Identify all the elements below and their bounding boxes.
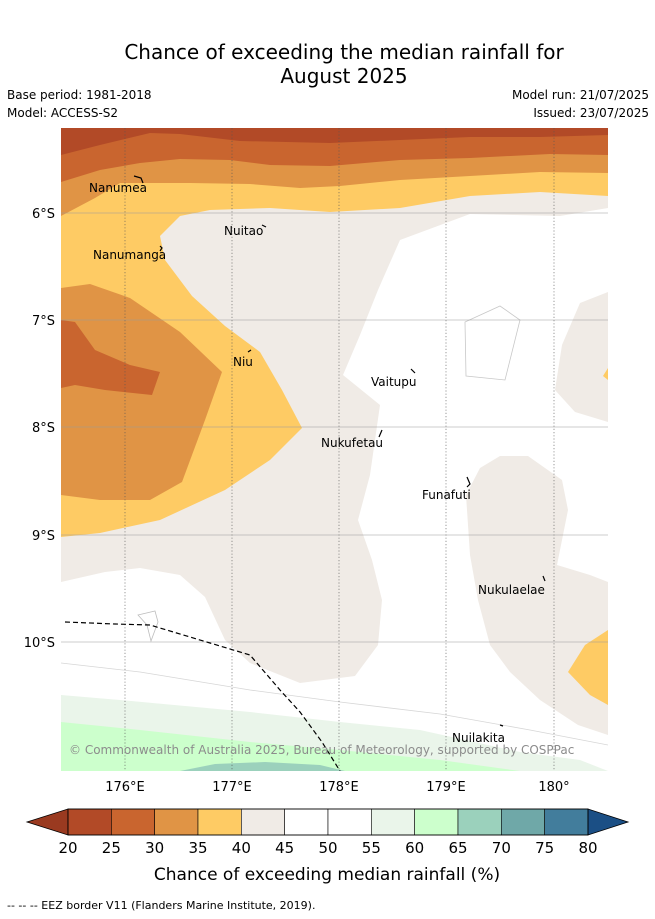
island-label-nanumanga: Nanumanga (93, 248, 166, 262)
island-nuilakita-shape (499, 724, 504, 727)
colorbar: 20 25 30 35 40 45 50 55 60 65 70 75 80 Chance of exc… (25, 808, 630, 885)
title-line-2: August 2025 (280, 64, 408, 88)
island-labels: Nanumea Nuitao Nanumanga Niu Vaitupu Nuk… (89, 181, 545, 745)
rainfall-probability-map: Nanumea Nuitao Nanumanga Niu Vaitupu Nuk… (61, 128, 608, 771)
colorbar-label: Chance of exceeding median rainfall (%) (154, 865, 500, 885)
lon-tick-180: 180° (538, 780, 569, 795)
island-funafuti-shape (466, 476, 471, 488)
colorbar-box (197, 808, 242, 836)
colorbar-box (111, 808, 155, 836)
issued-text: Issued: 23/07/2025 (533, 106, 649, 120)
colorbar-tick-label: 75 (535, 839, 554, 857)
base-period-text: Base period: 1981-2018 (7, 88, 152, 102)
colorbar-under-arrow (25, 808, 69, 836)
copyright-text: © Commonwealth of Australia 2025, Bureau… (69, 743, 574, 757)
colorbar-tick-label: 70 (492, 839, 511, 857)
colorbar-tick-label: 60 (405, 839, 424, 857)
colorbar-tick-label: 30 (145, 839, 164, 857)
eez-border-line (64, 621, 341, 771)
lat-tick-10s: 10°S (24, 636, 55, 651)
colorbar-tick-label: 35 (188, 839, 207, 857)
map-title: Chance of exceeding the median rainfall … (0, 40, 655, 88)
lat-tick-9s: 9°S (32, 529, 55, 544)
island-shapes (133, 175, 546, 727)
island-nukufetau-shape (378, 429, 383, 438)
band-20-25 (61, 128, 608, 155)
colorbar-tick-label: 45 (275, 839, 294, 857)
band-60-65 (61, 722, 520, 771)
island-label-nukufetau: Nukufetau (321, 436, 383, 450)
island-nuitao-shape (261, 224, 267, 228)
model-text: Model: ACCESS-S2 (7, 106, 119, 120)
colorbar-tick-label: 65 (448, 839, 467, 857)
lon-tick-179e: 179°E (426, 780, 466, 795)
latitude-gridlines (61, 212, 608, 643)
colorbar-tick-label: 80 (578, 839, 597, 857)
band-35-40-east (603, 368, 608, 380)
colorbar-frame (67, 808, 589, 836)
band-65-70 (180, 762, 345, 771)
lon-tick-176e: 176°E (105, 780, 145, 795)
island-nanumea-shape (133, 175, 144, 184)
band-40-45-east (555, 292, 608, 422)
lat-tick-8s: 8°S (32, 421, 55, 436)
lon-tick-178e: 178°E (319, 780, 359, 795)
model-run-text: Model run: 21/07/2025 (511, 88, 649, 102)
colorbar-tick-label: 40 (232, 839, 251, 857)
colorbar-tick-label: 50 (318, 839, 337, 857)
colorbar-tick-label: 20 (58, 839, 77, 857)
island-label-nuitao: Nuitao (224, 224, 263, 238)
band-25-30 (61, 128, 608, 182)
contour-line-south (61, 662, 608, 746)
colorbar-tick-labels: 20 25 30 35 40 45 50 55 60 65 70 75 80 (58, 839, 597, 857)
contour-outline-west (137, 610, 159, 643)
island-label-vaitupu: Vaitupu (371, 375, 417, 389)
colorbar-box (501, 808, 545, 836)
title-line-1: Chance of exceeding the median rainfall … (124, 40, 564, 64)
colorbar-box (284, 808, 329, 836)
colorbar-box (67, 808, 112, 836)
colorbar-box (241, 808, 285, 836)
footer-note: -- -- -- EEZ border V11 (Flanders Marine… (7, 899, 316, 912)
island-label-nanumea: Nanumea (89, 181, 147, 195)
colorbar-box (154, 808, 199, 836)
lat-tick-labels: 6°S 7°S 8°S 9°S 10°S (24, 207, 55, 651)
lon-tick-labels: 176°E 177°E 178°E 179°E 180° (105, 780, 569, 795)
colorbar-box (414, 808, 459, 836)
colorbar-over-arrow (587, 808, 630, 836)
band-35-40-southeast (568, 630, 608, 705)
colorbar-box (457, 808, 502, 836)
lat-tick-6s: 6°S (32, 207, 55, 222)
island-nanumanga-shape (159, 245, 163, 252)
island-label-nukulaelae: Nukulaelae (478, 583, 545, 597)
island-nukulaelae-shape (542, 575, 546, 582)
colorbar-boxes (67, 808, 589, 836)
island-label-niu: Niu (233, 355, 253, 369)
island-vaitupu-shape (410, 368, 416, 374)
lat-tick-7s: 7°S (32, 314, 55, 329)
contour-outline-east (464, 305, 521, 381)
colorbar-tick-label: 25 (102, 839, 121, 857)
island-label-funafuti: Funafuti (422, 488, 471, 502)
colorbar-tick-label: 55 (362, 839, 381, 857)
colorbar-box (544, 808, 589, 836)
island-label-nuilakita: Nuilakita (452, 731, 505, 745)
band-25-30-west (61, 320, 160, 395)
colorbar-box (327, 808, 372, 836)
band-45-55 (61, 208, 608, 771)
colorbar-box (371, 808, 415, 836)
island-niu-shape (247, 349, 252, 353)
lon-tick-177e: 177°E (212, 780, 252, 795)
